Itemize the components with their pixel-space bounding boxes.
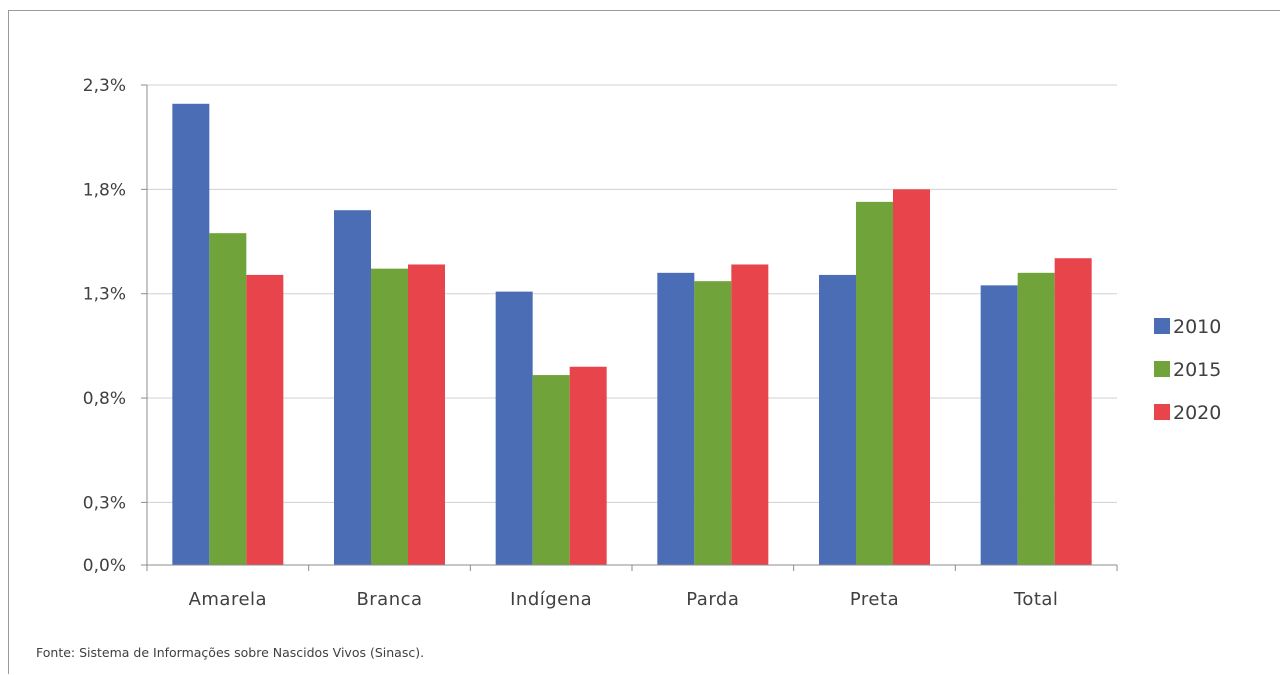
bar-parda-2010	[657, 273, 694, 565]
gridlines	[147, 85, 1117, 502]
x-tick-label: Parda	[686, 589, 739, 610]
bar-amarela-2020	[246, 275, 283, 565]
source-note: Fonte: Sistema de Informações sobre Nasc…	[36, 645, 424, 660]
y-tick-label: 1,8%	[83, 180, 126, 200]
y-tick-label: 0,0%	[83, 556, 126, 576]
bar-preta-2020	[893, 189, 930, 565]
bar-preta-2015	[856, 202, 893, 565]
legend: 2010 2015 2020	[1154, 316, 1221, 424]
bar-indígena-2020	[570, 367, 607, 565]
y-tick-label: 0,3%	[83, 493, 126, 513]
legend-label-2015: 2015	[1173, 359, 1221, 381]
bar-parda-2020	[731, 264, 768, 565]
legend-label-2010: 2010	[1173, 316, 1221, 338]
y-tick-label: 2,3%	[83, 76, 126, 96]
x-tick-label: Total	[1013, 589, 1059, 610]
bar-preta-2010	[819, 275, 856, 565]
legend-label-2020: 2020	[1173, 402, 1221, 424]
y-tick-label: 0,8%	[83, 389, 126, 409]
x-tick-label: Indígena	[510, 589, 592, 610]
bar-total-2015	[1018, 273, 1055, 565]
x-tick-label: Preta	[850, 589, 899, 610]
bar-amarela-2015	[209, 233, 246, 565]
bar-branca-2020	[408, 264, 445, 565]
legend-swatch-2020	[1154, 404, 1170, 420]
y-tick-label: 1,3%	[83, 285, 126, 305]
legend-swatch-2010	[1154, 318, 1170, 334]
bars	[172, 104, 1091, 565]
bar-indígena-2010	[496, 292, 533, 565]
bar-total-2010	[981, 285, 1018, 565]
legend-swatch-2015	[1154, 361, 1170, 377]
bar-branca-2015	[371, 269, 408, 565]
bar-total-2020	[1055, 258, 1092, 565]
bar-parda-2015	[694, 281, 731, 565]
bar-branca-2010	[334, 210, 371, 565]
bar-indígena-2015	[533, 375, 570, 565]
x-tick-label: Branca	[356, 589, 422, 610]
x-tick-label: Amarela	[189, 589, 268, 610]
bar-amarela-2010	[172, 104, 209, 565]
